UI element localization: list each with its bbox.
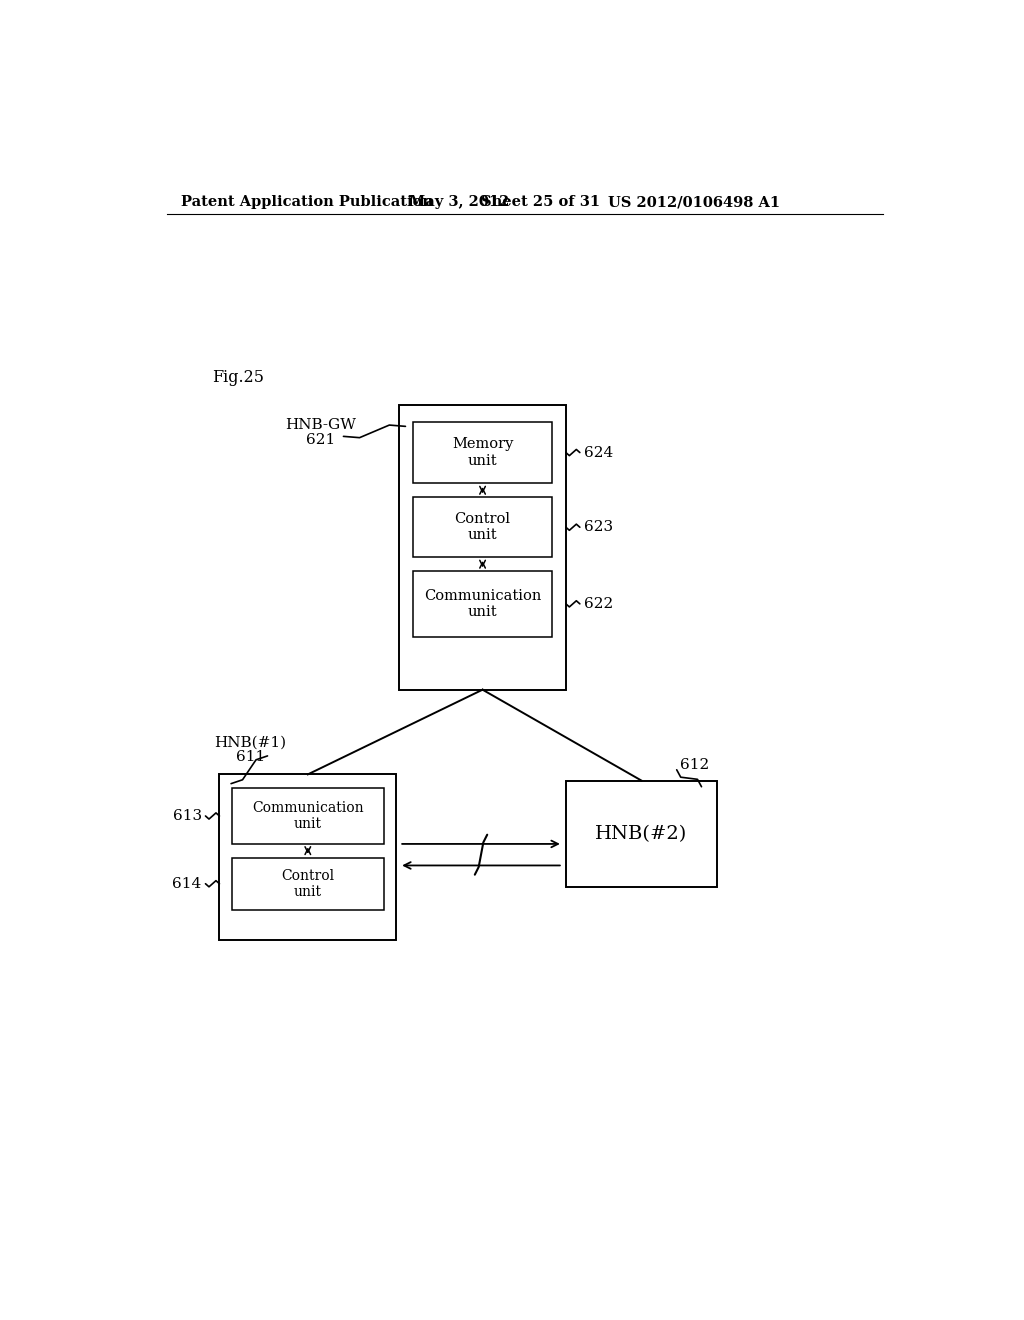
Text: 623: 623 <box>584 520 612 535</box>
Text: 614: 614 <box>172 876 202 891</box>
Bar <box>231 858 384 909</box>
Text: Communication
unit: Communication unit <box>424 589 542 619</box>
Text: Communication
unit: Communication unit <box>252 801 364 832</box>
Text: HNB-GW: HNB-GW <box>285 418 355 432</box>
Text: US 2012/0106498 A1: US 2012/0106498 A1 <box>608 195 780 210</box>
Text: Control
unit: Control unit <box>455 512 511 543</box>
Text: 611: 611 <box>236 750 265 764</box>
Bar <box>399 405 566 689</box>
Text: 612: 612 <box>680 758 709 772</box>
Text: Patent Application Publication: Patent Application Publication <box>180 195 433 210</box>
Text: 624: 624 <box>584 446 613 459</box>
Text: 622: 622 <box>584 597 613 611</box>
Text: Fig.25: Fig.25 <box>212 370 264 387</box>
Bar <box>414 572 552 636</box>
Text: Memory
unit: Memory unit <box>452 437 513 467</box>
Text: Control
unit: Control unit <box>282 869 335 899</box>
Bar <box>414 498 552 557</box>
Bar <box>231 788 384 843</box>
Text: 621: 621 <box>305 433 335 447</box>
Text: Sheet 25 of 31: Sheet 25 of 31 <box>480 195 600 210</box>
Bar <box>414 422 552 483</box>
Text: 613: 613 <box>172 809 202 822</box>
Text: HNB(#1): HNB(#1) <box>214 735 287 750</box>
Text: May 3, 2012: May 3, 2012 <box>409 195 509 210</box>
Text: HNB(#2): HNB(#2) <box>595 825 687 842</box>
Bar <box>219 775 396 940</box>
Bar <box>566 780 717 887</box>
